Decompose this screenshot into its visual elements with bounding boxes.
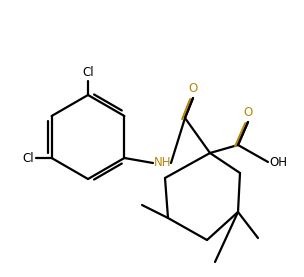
Text: NH: NH bbox=[154, 157, 171, 170]
Text: O: O bbox=[244, 106, 253, 119]
Text: O: O bbox=[188, 82, 198, 95]
Text: Cl: Cl bbox=[82, 66, 94, 79]
Text: OH: OH bbox=[269, 155, 287, 168]
Text: Cl: Cl bbox=[22, 152, 34, 165]
